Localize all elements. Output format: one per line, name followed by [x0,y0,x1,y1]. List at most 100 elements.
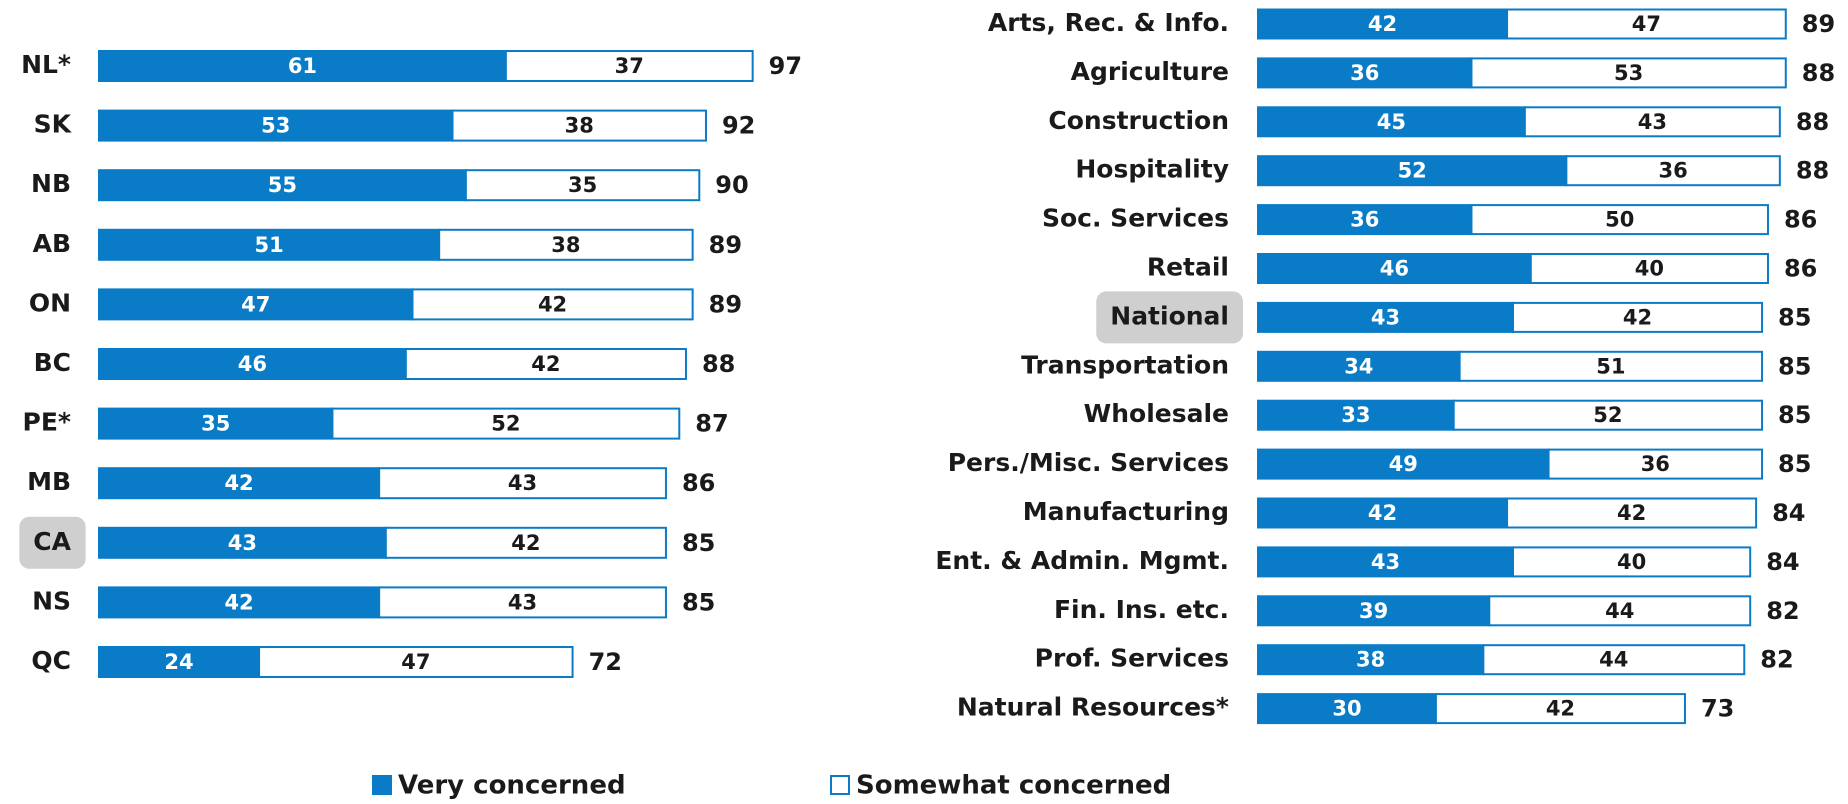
value-label: 42 [1617,501,1646,525]
value-label: 42 [511,531,540,555]
bar-segment [1511,546,1752,578]
value-label: 47 [241,292,270,316]
value-label: 43 [1371,305,1400,329]
bar-segment [331,407,681,440]
bar-segment [98,407,334,440]
bar-segment [98,288,414,321]
category-label: ON [29,288,71,317]
bar-segment [98,586,381,619]
bar-segment [1488,595,1752,627]
legend-swatch [830,775,850,795]
category-label: Soc. Services [1042,204,1229,233]
value-label: 34 [1344,354,1373,378]
value-label: 33 [1341,403,1370,427]
total-label: 82 [1766,597,1799,625]
bar-segment [1470,204,1769,236]
value-label: 51 [1596,354,1625,378]
bar-segment [98,526,387,559]
bar-segment [1452,399,1764,431]
legend-label: Somewhat concerned [856,771,1171,801]
category-label: Hospitality [1075,155,1229,184]
total-label: 88 [1802,59,1835,87]
category-label: NS [32,586,71,615]
total-label: 87 [695,410,728,438]
value-label: 36 [1350,208,1379,232]
category-label: Ent. & Admin. Mgmt. [935,546,1229,575]
bar-segment [98,50,507,82]
bar-segment [438,228,694,261]
highlight-box [19,516,86,569]
value-label: 24 [164,650,193,674]
category-label: Natural Resources* [957,693,1229,722]
bar-segment [98,228,441,261]
category-label: Prof. Services [1035,644,1229,673]
bar-segment [98,169,467,202]
bar-segment [1257,8,1509,40]
value-label: 53 [1614,61,1643,85]
category-label: Construction [1048,106,1229,135]
bar-segment [1506,8,1787,40]
bar-segment [411,288,694,321]
total-label: 85 [682,588,715,616]
bar-segment [378,586,667,619]
category-label: Fin. Ins. etc. [1054,595,1229,624]
value-label: 42 [1546,697,1575,721]
value-label: 44 [1599,648,1628,672]
total-label: 89 [1802,10,1835,38]
value-label: 38 [565,114,594,138]
bar-segment [98,467,381,500]
total-label: 89 [709,231,742,259]
category-label: Agriculture [1071,57,1229,86]
value-label: 40 [1617,550,1646,574]
value-label: 36 [1641,452,1670,476]
value-label: 35 [201,412,230,436]
bar-segment [464,169,701,202]
bar-segment [258,646,574,678]
bar-segment [1470,57,1787,89]
category-label: CA [33,527,71,556]
value-label: 39 [1359,599,1388,623]
bar-segment [1547,448,1764,480]
value-label: 38 [1356,648,1385,672]
bar-segment [378,467,667,500]
value-label: 43 [508,471,537,495]
category-label: MB [27,467,71,496]
total-label: 88 [1796,108,1829,136]
bar-segment [1257,301,1514,333]
value-label: 52 [491,412,520,436]
value-label: 47 [401,650,430,674]
legend-label: Very concerned [398,771,626,801]
bar-segment [1257,399,1455,431]
total-label: 90 [715,171,748,199]
value-label: 36 [1350,61,1379,85]
bar-segment [1458,350,1764,382]
bar-segment [98,348,407,380]
total-label: 86 [1784,206,1817,234]
category-label: Wholesale [1084,399,1229,428]
value-label: 52 [1593,403,1622,427]
category-label: NB [31,169,71,198]
highlight-box [1096,291,1243,344]
bar-segment [1257,204,1473,236]
bar-segment [1529,253,1769,284]
total-label: 84 [1772,499,1805,527]
bar-segment [1257,350,1461,382]
value-label: 42 [1368,501,1397,525]
total-label: 85 [1778,401,1811,429]
category-label: Transportation [1021,350,1229,379]
total-label: 85 [1778,450,1811,478]
total-label: 97 [769,52,802,80]
bar-segment [98,109,454,142]
value-label: 42 [531,352,560,376]
bar-segment [1434,693,1686,725]
value-label: 51 [254,233,283,257]
legend-swatch [372,775,392,795]
bar-segment [451,109,707,142]
category-label: NL* [21,50,71,79]
total-label: 85 [1778,303,1811,331]
value-label: 42 [224,471,253,495]
value-label: 47 [1632,12,1661,36]
total-label: 88 [702,350,735,378]
total-label: 88 [1796,157,1829,185]
